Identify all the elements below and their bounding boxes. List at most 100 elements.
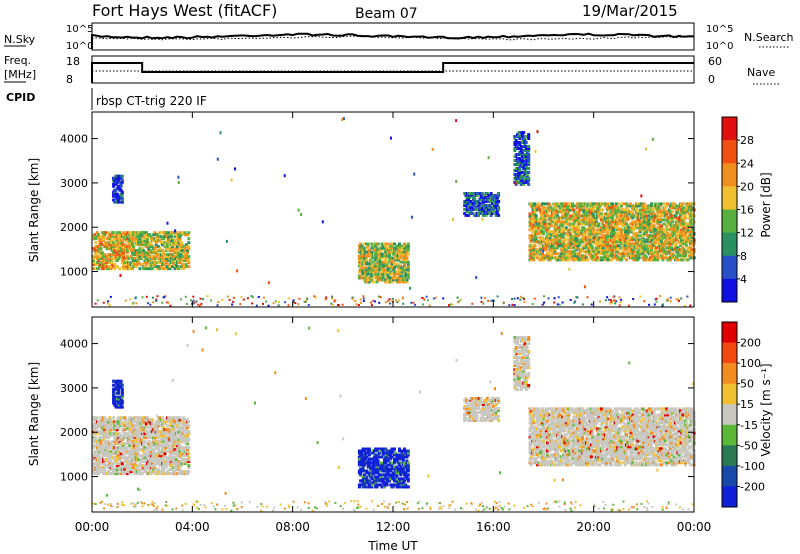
data-cell bbox=[671, 228, 675, 232]
data-cell bbox=[105, 255, 109, 259]
data-cell bbox=[149, 243, 153, 247]
data-cell bbox=[181, 255, 184, 259]
data-cell bbox=[603, 228, 607, 232]
noise-cell bbox=[152, 301, 155, 304]
data-cell bbox=[122, 253, 126, 257]
data-cell bbox=[620, 212, 623, 216]
data-cell bbox=[109, 259, 113, 263]
data-cell bbox=[536, 256, 539, 260]
data-cell bbox=[553, 250, 557, 254]
data-cell bbox=[618, 218, 622, 222]
data-cell bbox=[117, 450, 121, 454]
data-cell bbox=[524, 149, 528, 152]
data-cell bbox=[361, 246, 365, 250]
noise-cell bbox=[599, 300, 601, 303]
data-cell bbox=[149, 249, 153, 253]
data-cell bbox=[102, 454, 105, 458]
data-cell bbox=[393, 276, 396, 280]
noise-cell bbox=[689, 304, 692, 307]
data-cell bbox=[603, 258, 607, 262]
data-cell bbox=[665, 204, 669, 208]
data-cell bbox=[157, 446, 161, 450]
data-cell bbox=[103, 442, 107, 446]
data-cell bbox=[620, 254, 623, 258]
data-cell bbox=[125, 255, 129, 259]
data-cell bbox=[386, 270, 390, 274]
data-cell bbox=[617, 202, 621, 206]
data-cell bbox=[686, 258, 690, 262]
data-cell bbox=[134, 233, 138, 237]
data-cell bbox=[119, 460, 123, 464]
data-cell bbox=[370, 242, 374, 246]
data-cell bbox=[547, 226, 551, 230]
data-cell bbox=[589, 236, 593, 240]
noise-cell bbox=[135, 302, 138, 305]
noise-cell bbox=[490, 299, 493, 302]
data-cell bbox=[611, 220, 615, 224]
data-cell bbox=[375, 268, 379, 272]
data-cell bbox=[403, 242, 406, 246]
data-cell bbox=[393, 252, 396, 256]
noise-cell bbox=[675, 298, 678, 301]
data-cell bbox=[489, 206, 493, 209]
data-cell bbox=[641, 252, 645, 256]
data-cell bbox=[125, 462, 129, 466]
data-cell bbox=[653, 242, 657, 246]
data-cell bbox=[653, 216, 657, 220]
noise-cell bbox=[219, 131, 222, 135]
data-cell bbox=[677, 206, 681, 210]
noise-cell bbox=[331, 297, 334, 300]
data-cell bbox=[641, 236, 645, 240]
noise-cell bbox=[513, 297, 516, 300]
data-cell bbox=[157, 448, 161, 452]
noise-cell bbox=[354, 300, 357, 302]
data-cell bbox=[676, 246, 680, 250]
data-cell bbox=[150, 466, 154, 470]
data-cell bbox=[524, 135, 528, 138]
data-cell bbox=[528, 214, 532, 218]
data-cell bbox=[576, 254, 580, 258]
data-cell bbox=[597, 210, 601, 214]
data-cell bbox=[385, 262, 389, 266]
data-cell bbox=[641, 208, 645, 212]
data-cell bbox=[159, 460, 163, 464]
data-cell bbox=[134, 249, 138, 253]
noise-cell bbox=[341, 118, 344, 122]
data-cell bbox=[161, 255, 164, 259]
data-cell bbox=[152, 450, 156, 454]
data-cell bbox=[637, 212, 641, 216]
data-cell bbox=[103, 243, 107, 247]
data-cell bbox=[115, 237, 119, 241]
noise-cell bbox=[492, 299, 495, 302]
noise-cell bbox=[274, 300, 277, 303]
data-cell bbox=[109, 442, 113, 446]
data-cell bbox=[144, 422, 148, 426]
noise-cell bbox=[370, 301, 373, 304]
data-cell bbox=[405, 256, 409, 260]
data-cell bbox=[544, 246, 548, 250]
data-cell bbox=[591, 254, 595, 258]
data-cell bbox=[147, 442, 151, 446]
data-cell bbox=[100, 257, 104, 261]
data-cell bbox=[186, 257, 190, 261]
data-cell bbox=[108, 235, 112, 239]
data-cell bbox=[610, 234, 613, 238]
noise-cell bbox=[257, 296, 260, 298]
data-cell bbox=[366, 270, 370, 274]
data-cell bbox=[97, 233, 100, 237]
data-cell bbox=[569, 240, 573, 244]
data-cell bbox=[568, 208, 572, 212]
data-cell bbox=[671, 230, 675, 234]
data-cell bbox=[125, 440, 129, 444]
noise-cell bbox=[297, 208, 300, 212]
data-cell bbox=[158, 249, 162, 253]
noise-cell bbox=[359, 298, 362, 301]
noise-cell bbox=[669, 296, 672, 299]
data-cell bbox=[546, 256, 549, 260]
data-cell bbox=[107, 231, 110, 235]
data-cell bbox=[118, 237, 122, 241]
data-cell bbox=[127, 442, 131, 446]
data-cell bbox=[622, 216, 626, 220]
data-cell bbox=[559, 248, 563, 252]
data-cell bbox=[137, 235, 141, 239]
